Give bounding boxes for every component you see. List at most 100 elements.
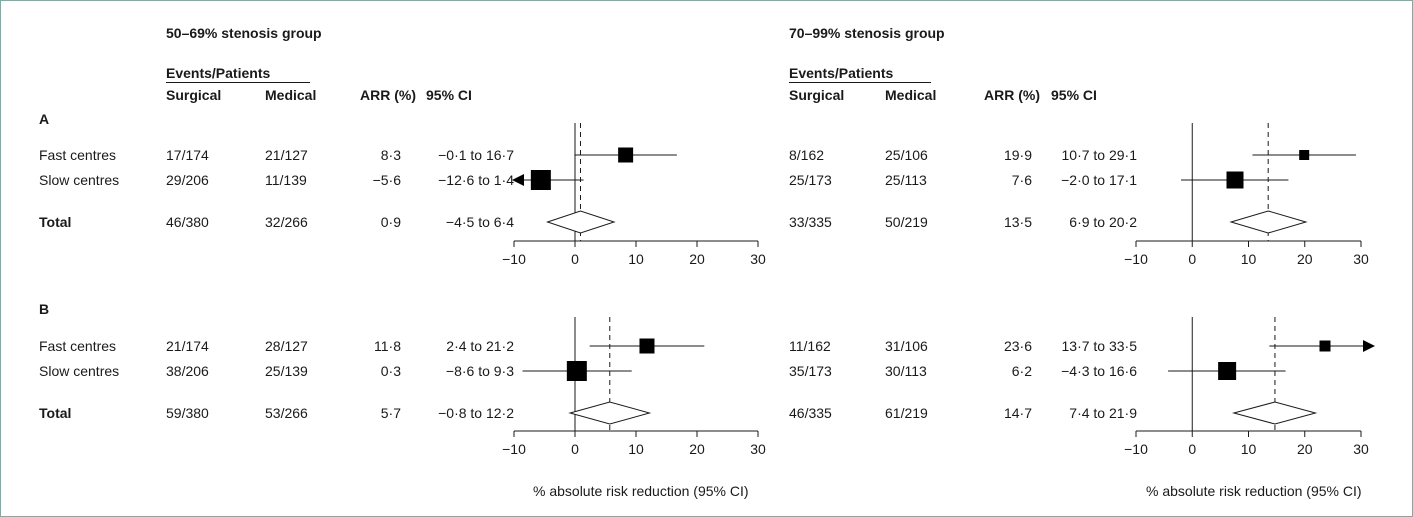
cell-g2-arr: 19·9	[1003, 147, 1032, 163]
cell-g2-ci: 13·7 to 33·5	[1061, 338, 1138, 354]
col-arr-1: ARR (%)	[360, 87, 416, 103]
col-ci-1: 95% CI	[426, 87, 472, 103]
total-diamond	[545, 210, 616, 234]
cell-g2-medical: 25/113	[885, 172, 927, 188]
cell-g2-arr: 13·5	[1003, 214, 1032, 230]
cell-g1-surgical: 46/380	[166, 214, 209, 230]
cell-g1-surgical: 17/174	[166, 147, 209, 163]
x-tick-label: −10	[1124, 441, 1148, 457]
x-tick-label: 30	[1353, 441, 1369, 457]
cell-g2-medical: 61/219	[885, 405, 928, 421]
cell-g1-ci: 2·4 to 21·2	[446, 338, 514, 354]
row-label: Total	[39, 405, 72, 421]
cell-g2-surgical: 11/162	[789, 338, 831, 354]
x-tick-label: 10	[628, 251, 644, 267]
cell-g2-ci: −4·3 to 16·6	[1061, 363, 1137, 379]
total-diamond	[1231, 401, 1318, 425]
x-tick-label: 30	[1353, 251, 1369, 267]
total-diamond	[1229, 210, 1308, 234]
col-ci-2: 95% CI	[1051, 87, 1097, 103]
row-label: Total	[39, 214, 72, 230]
row-label: Fast centres	[39, 338, 117, 354]
events-header-2: Events/Patients	[789, 65, 931, 83]
cell-g1-arr: 5·7	[380, 405, 401, 421]
cell-g1-ci: −8·6 to 9·3	[445, 363, 514, 379]
cell-g2-medical: 50/219	[885, 214, 928, 230]
x-tick-label: 0	[1188, 441, 1196, 457]
x-tick-label: 0	[1188, 251, 1196, 267]
panel-label-a: A	[39, 111, 50, 127]
cell-g2-arr: 14·7	[1003, 405, 1032, 421]
col-arr-2: ARR (%)	[984, 87, 1040, 103]
cell-g2-surgical: 33/335	[789, 214, 832, 230]
point-estimate-square	[1218, 362, 1237, 380]
cell-g1-surgical: 21/174	[166, 338, 209, 354]
point-estimate-square	[639, 338, 655, 354]
cell-g1-arr: 8·3	[380, 147, 401, 163]
cell-g1-surgical: 29/206	[166, 172, 209, 188]
x-tick-label: 20	[689, 441, 705, 457]
cell-g2-ci: 6·9 to 20·2	[1069, 214, 1137, 230]
col-medical-2: Medical	[885, 87, 937, 103]
x-tick-label: 20	[1297, 251, 1313, 267]
cell-g2-surgical: 25/173	[789, 172, 832, 188]
cell-g1-ci: −4·5 to 6·4	[445, 214, 514, 230]
point-estimate-square	[618, 147, 634, 163]
x-tick-label: 10	[628, 441, 644, 457]
point-estimate-square	[530, 170, 551, 190]
x-tick-label: −10	[502, 441, 526, 457]
x-tick-label: 0	[571, 441, 579, 457]
cell-g1-arr: −5·6	[372, 172, 401, 188]
point-estimate-square	[566, 361, 587, 381]
x-tick-label: 0	[571, 251, 579, 267]
cell-g1-surgical: 59/380	[166, 405, 209, 421]
cell-g2-medical: 30/113	[885, 363, 927, 379]
row-label: Fast centres	[39, 147, 117, 163]
x-tick-label: 10	[1241, 251, 1257, 267]
col-surgical-2: Surgical	[789, 87, 845, 103]
cell-g1-ci: −0·1 to 16·7	[438, 147, 514, 163]
cell-g2-surgical: 8/162	[789, 147, 825, 163]
ci-arrow-right	[1363, 340, 1375, 352]
x-tick-label: −10	[1124, 251, 1148, 267]
cell-g1-ci: −12·6 to 1·4	[438, 172, 514, 188]
x-axis-title-left: % absolute risk reduction (95% CI)	[533, 483, 749, 499]
cell-g1-surgical: 38/206	[166, 363, 209, 379]
cell-g2-surgical: 46/335	[789, 405, 832, 421]
point-estimate-square	[1319, 340, 1331, 352]
cell-g1-medical: 53/266	[265, 405, 308, 421]
cell-g2-ci: 10·7 to 29·1	[1061, 147, 1138, 163]
cell-g2-medical: 31/106	[885, 338, 928, 354]
x-tick-label: 30	[750, 441, 766, 457]
x-tick-label: 20	[1297, 441, 1313, 457]
x-axis-title-right: % absolute risk reduction (95% CI)	[1146, 483, 1362, 499]
cell-g2-arr: 6·2	[1011, 363, 1032, 379]
cell-g2-ci: 7·4 to 21·9	[1069, 405, 1137, 421]
x-tick-label: 20	[689, 251, 705, 267]
total-diamond	[568, 401, 652, 425]
cell-g2-ci: −2·0 to 17·1	[1061, 172, 1137, 188]
point-estimate-square	[1299, 150, 1310, 160]
cell-g1-arr: 0·9	[380, 214, 401, 230]
cell-g1-medical: 25/139	[265, 363, 308, 379]
col-medical-1: Medical	[265, 87, 317, 103]
cell-g1-medical: 11/139	[265, 172, 307, 188]
row-label: Slow centres	[39, 363, 120, 379]
point-estimate-square	[1226, 171, 1244, 189]
panel-label-b: B	[39, 301, 50, 317]
x-tick-label: 30	[750, 251, 766, 267]
events-header-1: Events/Patients	[166, 65, 310, 83]
cell-g2-arr: 7·6	[1011, 172, 1032, 188]
cell-g1-medical: 28/127	[265, 338, 308, 354]
cell-g2-arr: 23·6	[1003, 338, 1032, 354]
group-title-1: 50–69% stenosis group	[166, 25, 322, 41]
x-tick-label: −10	[502, 251, 526, 267]
cell-g1-arr: 11·8	[374, 338, 401, 354]
cell-g1-medical: 32/266	[265, 214, 308, 230]
x-tick-label: 10	[1241, 441, 1257, 457]
cell-g1-medical: 21/127	[265, 147, 308, 163]
cell-g1-arr: 0·3	[380, 363, 401, 379]
cell-g2-surgical: 35/173	[789, 363, 832, 379]
